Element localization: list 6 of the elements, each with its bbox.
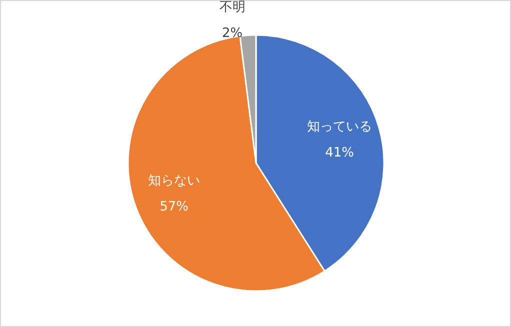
data-label: 41% [325, 146, 354, 161]
slice-label: 知っている [307, 120, 372, 135]
data-label: 57% [160, 199, 189, 214]
slice-label: 知らない [148, 173, 200, 188]
slice-label: 不明 [219, 0, 246, 15]
data-label: 2% [222, 26, 243, 41]
